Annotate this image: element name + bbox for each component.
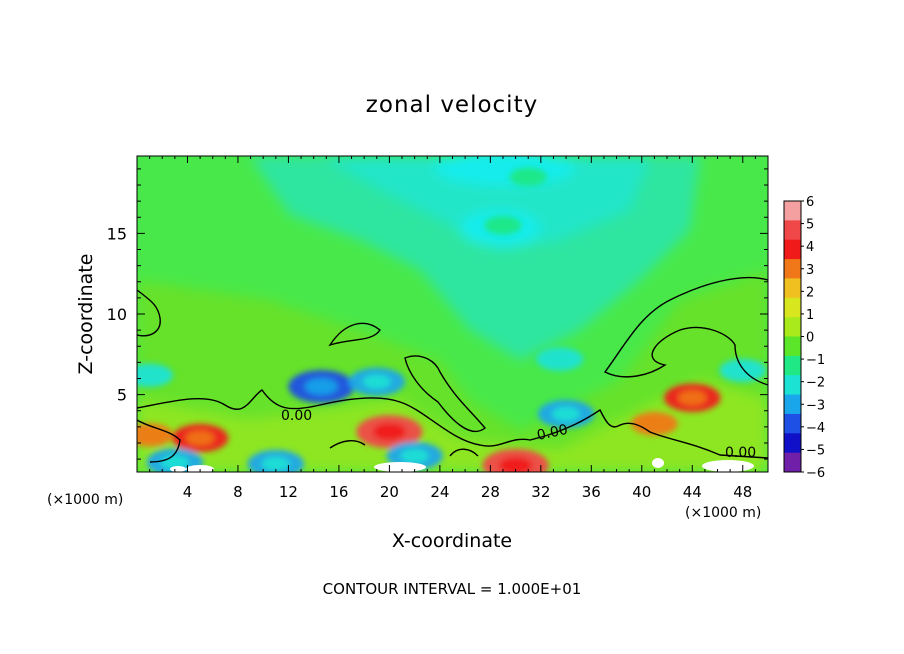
- y-tick-label: 10: [107, 305, 127, 324]
- colorbar-swatch: [784, 452, 801, 473]
- colorbar-swatch: [784, 317, 801, 337]
- feature-core: [551, 406, 581, 422]
- colorbar-label: −2: [806, 376, 825, 391]
- x-tick-label: 32: [531, 483, 550, 501]
- colorbar-label: 1: [806, 308, 814, 323]
- colorbar-swatch: [784, 433, 801, 454]
- feature-blob: [137, 363, 174, 387]
- contour-label: 0.00: [725, 445, 756, 461]
- feature-blob: [509, 167, 547, 187]
- colorbar-swatch: [784, 355, 801, 376]
- x-tick-label: 48: [733, 483, 752, 501]
- contour-label: 0.00: [536, 422, 570, 444]
- colorbar-label: 5: [806, 218, 814, 233]
- feature-core: [400, 448, 429, 464]
- feature-blob: [536, 347, 584, 371]
- x-tick-label: 16: [329, 483, 348, 501]
- x-tick-label: 24: [430, 483, 449, 501]
- heatmap-field: 0.00 0.00 0.00: [137, 156, 768, 472]
- colorbar-swatch: [784, 394, 801, 415]
- chart-title: zonal velocity: [366, 92, 538, 118]
- colorbar-swatch: [784, 413, 801, 434]
- contour-interval-note: CONTOUR INTERVAL = 1.000E+01: [323, 580, 582, 598]
- x-axis-label: X-coordinate: [392, 530, 512, 552]
- colorbar-swatch: [784, 259, 801, 279]
- colorbar-swatch: [784, 297, 801, 318]
- contour-labels: 0.00 0.00 0.00: [281, 408, 756, 461]
- colorbar-label: 2: [806, 285, 814, 300]
- colorbar-swatch: [784, 278, 801, 299]
- colorbar-label: 3: [806, 263, 814, 278]
- y-axis-label: Z-coordinate: [75, 254, 97, 375]
- colorbar-swatch: [784, 239, 801, 260]
- x-tick-label: 20: [380, 483, 399, 501]
- x-tick-label: 36: [582, 483, 601, 501]
- x-tick-label: 8: [233, 483, 243, 501]
- y-tick-label: 5: [117, 386, 127, 405]
- x-tick-label: 40: [632, 483, 651, 501]
- field-features: [137, 167, 767, 472]
- feature-core: [372, 423, 406, 441]
- feature-blob: [631, 411, 678, 436]
- colorbar-swatch: [784, 220, 801, 241]
- x-tick-label: 44: [683, 483, 702, 501]
- colorbar-label: −4: [806, 421, 825, 436]
- feature-core: [362, 374, 391, 389]
- x-axis: 4 8 12 16 20 24 28 32 36 40 44 48: [149, 156, 756, 501]
- colorbar-label: −3: [806, 398, 825, 413]
- colorbar-swatch: [784, 375, 801, 396]
- feature-blob: [719, 358, 767, 383]
- x-tick-label: 4: [183, 483, 193, 501]
- colorbar-label: 4: [806, 240, 814, 255]
- feature-blob: [484, 216, 522, 235]
- colorbar-label: 0: [806, 331, 814, 346]
- x-unit-right: (×1000 m): [685, 505, 761, 521]
- x-tick-label: 12: [279, 483, 298, 501]
- feature-core: [499, 457, 533, 472]
- bottom-white-cells: [170, 458, 754, 472]
- colorbar-label: 6: [806, 195, 814, 210]
- zero-contours: [137, 276, 768, 463]
- x-unit-left: (×1000 m): [47, 492, 123, 508]
- colorbar-label: −5: [806, 443, 825, 458]
- colorbar-label: −1: [806, 353, 825, 368]
- field-shading: [137, 156, 768, 472]
- colorbar-swatch: [784, 201, 801, 221]
- colorbar: 6 5 4 3 2 1 0 −1 −2 −3 −4 −5 −6: [783, 195, 825, 481]
- feature-core: [678, 390, 707, 405]
- feature-core: [186, 430, 215, 446]
- feature-core: [261, 456, 290, 472]
- y-axis: 5 10 15: [107, 168, 768, 460]
- colorbar-swatch: [784, 336, 801, 357]
- colorbar-label: −6: [806, 466, 825, 481]
- y-tick-label: 15: [107, 224, 127, 243]
- feature-blob: [137, 423, 174, 447]
- feature-core: [304, 378, 338, 395]
- contour-label: 0.00: [281, 408, 312, 424]
- x-tick-label: 28: [481, 483, 500, 501]
